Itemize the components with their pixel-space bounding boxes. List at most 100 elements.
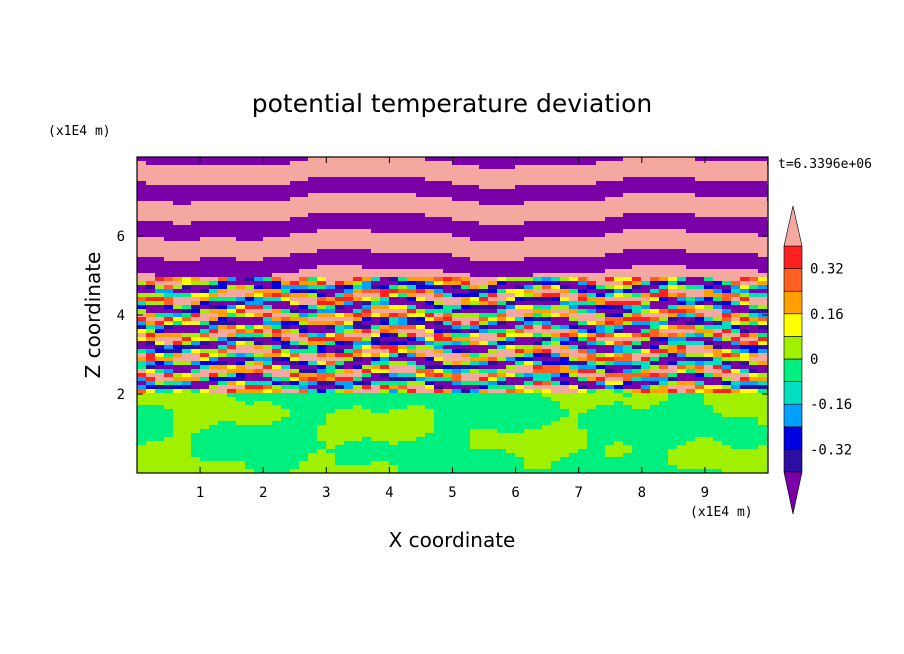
field-cell: [596, 345, 606, 350]
field-cell: [362, 353, 372, 358]
field-cell: [479, 381, 489, 386]
field-cell: [758, 297, 768, 302]
field-cell: [317, 165, 327, 170]
field-cell: [695, 257, 705, 262]
field-cell: [470, 381, 480, 386]
field-cell: [632, 357, 642, 362]
field-cell: [182, 281, 192, 286]
field-cell: [281, 293, 291, 298]
field-cell: [245, 217, 255, 222]
field-cell: [155, 261, 165, 266]
field-cell: [542, 193, 552, 198]
field-cell: [551, 209, 561, 214]
field-cell: [551, 297, 561, 302]
field-cell: [389, 369, 399, 374]
field-cell: [146, 193, 156, 198]
field-cell: [641, 301, 651, 306]
field-cell: [326, 377, 336, 382]
field-cell: [740, 185, 750, 190]
field-cell: [686, 389, 696, 394]
field-cell: [407, 357, 417, 362]
field-cell: [191, 297, 201, 302]
field-cell: [713, 405, 723, 410]
field-cell: [191, 189, 201, 194]
field-cell: [371, 313, 381, 318]
field-cell: [497, 385, 507, 390]
field-cell: [605, 401, 615, 406]
field-cell: [272, 265, 282, 270]
field-cell: [407, 433, 417, 438]
field-cell: [731, 181, 741, 186]
field-cell: [758, 237, 768, 242]
field-cell: [677, 169, 687, 174]
field-cell: [758, 357, 768, 362]
field-cell: [317, 157, 327, 162]
field-cell: [299, 185, 309, 190]
field-cell: [335, 313, 345, 318]
field-cell: [461, 253, 471, 258]
field-cell: [443, 289, 453, 294]
field-cell: [524, 361, 534, 366]
field-cell: [542, 317, 552, 322]
field-cell: [596, 365, 606, 370]
field-cell: [344, 433, 354, 438]
field-cell: [596, 309, 606, 314]
field-cell: [308, 349, 318, 354]
field-cell: [713, 369, 723, 374]
field-cell: [524, 393, 534, 398]
field-cell: [641, 297, 651, 302]
field-cell: [623, 209, 633, 214]
field-cell: [533, 301, 543, 306]
field-cell: [740, 273, 750, 278]
field-cell: [236, 289, 246, 294]
field-cell: [155, 433, 165, 438]
field-cell: [263, 329, 273, 334]
field-cell: [209, 433, 219, 438]
field-cell: [560, 353, 570, 358]
field-cell: [632, 345, 642, 350]
field-cell: [740, 429, 750, 434]
field-cell: [461, 341, 471, 346]
field-cell: [137, 409, 147, 414]
field-cell: [137, 165, 147, 170]
field-cell: [272, 173, 282, 178]
field-cell: [155, 169, 165, 174]
field-cell: [605, 269, 615, 274]
field-cell: [452, 309, 462, 314]
field-cell: [722, 313, 732, 318]
field-cell: [290, 269, 300, 274]
field-cell: [650, 393, 660, 398]
field-cell: [659, 397, 669, 402]
field-cell: [326, 345, 336, 350]
field-cell: [416, 373, 426, 378]
field-cell: [515, 341, 525, 346]
field-cell: [758, 225, 768, 230]
field-cell: [668, 341, 678, 346]
field-cell: [668, 305, 678, 310]
field-cell: [731, 197, 741, 202]
field-cell: [686, 409, 696, 414]
field-cell: [713, 381, 723, 386]
field-cell: [245, 161, 255, 166]
field-cell: [560, 249, 570, 254]
field-cell: [380, 289, 390, 294]
field-cell: [641, 277, 651, 282]
field-cell: [254, 257, 264, 262]
field-cell: [641, 345, 651, 350]
field-cell: [155, 249, 165, 254]
field-cell: [506, 425, 516, 430]
field-cell: [560, 425, 570, 430]
field-cell: [668, 233, 678, 238]
field-cell: [641, 177, 651, 182]
field-cell: [623, 361, 633, 366]
field-cell: [515, 429, 525, 434]
field-cell: [443, 381, 453, 386]
field-cell: [686, 349, 696, 354]
field-cell: [695, 173, 705, 178]
field-cell: [551, 185, 561, 190]
field-cell: [605, 393, 615, 398]
field-cell: [263, 297, 273, 302]
field-cell: [434, 281, 444, 286]
field-cell: [704, 241, 714, 246]
field-cell: [308, 305, 318, 310]
